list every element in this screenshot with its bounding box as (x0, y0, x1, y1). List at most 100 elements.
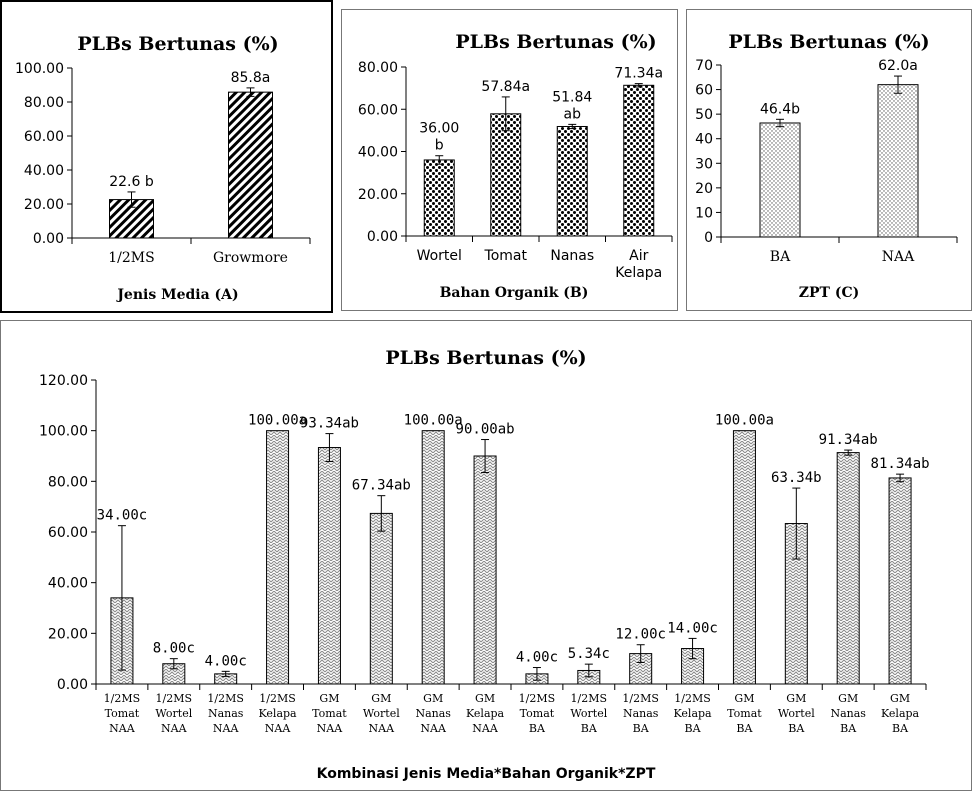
category-label: Nanas (830, 707, 866, 720)
bar (490, 113, 522, 237)
x-axis-title: Bahan Organik (B) (440, 285, 589, 301)
category-label: NAA (161, 722, 188, 735)
bar (556, 125, 588, 237)
data-label: 57.84a (481, 79, 530, 95)
category-label: BA (770, 249, 791, 265)
category-label: Wortel (778, 707, 815, 720)
data-label: 8.00c (153, 641, 195, 657)
data-label: b (435, 138, 444, 154)
y-tick-label: 0 (704, 230, 713, 246)
category-label: GM (319, 692, 339, 705)
category-label: Growmore (213, 250, 288, 266)
category-label: Tomat (484, 248, 528, 264)
category-label: Wortel (570, 707, 607, 720)
data-label: 5.34c (568, 646, 610, 662)
y-tick-label: 40.00 (358, 145, 398, 161)
bar (317, 447, 341, 685)
data-label: 85.8a (231, 70, 271, 86)
data-label: 91.34ab (819, 432, 878, 448)
category-label: 1/2MS (104, 692, 141, 705)
category-label: Nanas (550, 248, 594, 264)
y-tick-label: 60.00 (48, 525, 88, 541)
category-label: BA (736, 722, 753, 735)
category-label: Kelapa (881, 707, 920, 720)
category-label: GM (786, 692, 806, 705)
bar (228, 91, 273, 239)
data-label: 67.34ab (352, 478, 411, 494)
category-label: GM (838, 692, 858, 705)
category-label: 1/2MS (674, 692, 711, 705)
y-tick-label: 120.00 (39, 373, 88, 389)
y-tick-label: 40.00 (48, 576, 88, 592)
y-tick-label: 80.00 (48, 474, 88, 490)
y-tick-label: 80.00 (24, 95, 64, 111)
chart-panel-zpt: PLBs Bertunas (%) 0 10 20 30 40 50 60 70 46.4b BA 6… (686, 9, 972, 311)
bar (266, 430, 290, 685)
category-label: Kelapa (674, 707, 713, 720)
data-label: 62.0a (878, 58, 918, 74)
category-label: NAA (109, 722, 136, 735)
category-label: BA (840, 722, 857, 735)
data-label: 14.00c (667, 620, 718, 636)
category-label: BA (892, 722, 909, 735)
data-label: 100.00a (715, 413, 774, 429)
y-tick-label: 10 (695, 205, 713, 221)
y-tick-label: 0.00 (367, 229, 398, 245)
category-label: GM (734, 692, 754, 705)
y-tick-label: 40.00 (24, 163, 64, 179)
category-label: NAA (369, 722, 396, 735)
category-label: 1/2MS (622, 692, 659, 705)
category-label: NAA (882, 249, 915, 265)
chart-title: PLBs Bertunas (%) (385, 347, 586, 369)
data-label: 81.34ab (871, 456, 930, 472)
bar (423, 159, 455, 237)
y-tick-label: 100.00 (39, 424, 88, 440)
bar (369, 512, 393, 685)
category-label: GM (371, 692, 391, 705)
category-label: BA (581, 722, 598, 735)
chart-title: PLBs Bertunas (%) (77, 33, 278, 55)
bar (623, 84, 655, 237)
category-label: Kelapa (615, 265, 662, 281)
chart-panel-kombinasi: PLBs Bertunas (%) 0.00 20.00 40.00 60.00 80.0… (0, 320, 972, 791)
category-label: 1/2MS (519, 692, 556, 705)
y-tick-label: 0.00 (33, 231, 64, 247)
data-label: 51.84 (552, 89, 592, 105)
data-label: 93.34ab (300, 416, 359, 432)
y-tick-label: 50 (695, 107, 713, 123)
category-label: Kelapa (466, 707, 505, 720)
category-label: Tomat (312, 707, 347, 720)
category-label: NAA (265, 722, 292, 735)
chart-panel-media: PLBs Bertunas (%) 0.00 20.00 40.00 60.00 80.0… (0, 0, 333, 313)
y-tick-label: 0.00 (57, 677, 88, 693)
chart-media-svg: PLBs Bertunas (%) 0.00 20.00 40.00 60.00 80.0… (15, 33, 311, 303)
data-label: 22.6 b (109, 174, 154, 190)
chart-kombinasi-svg: PLBs Bertunas (%) 0.00 20.00 40.00 60.00 80.0… (39, 347, 930, 782)
y-tick-label: 20.00 (24, 197, 64, 213)
x-axis-title: Jenis Media (A) (115, 287, 238, 303)
y-tick-label: 100.00 (15, 61, 64, 77)
category-label: Nanas (623, 707, 659, 720)
category-label: BA (788, 722, 805, 735)
category-label: 1/2MS (571, 692, 608, 705)
data-label: 12.00c (615, 627, 666, 643)
bar (877, 84, 919, 238)
y-tick-label: 60 (695, 83, 713, 99)
category-label: Wortel (363, 707, 400, 720)
category-label: Nanas (415, 707, 451, 720)
category-label: NAA (213, 722, 240, 735)
y-tick-label: 80.00 (358, 60, 398, 76)
data-label: 63.34b (771, 470, 822, 486)
category-label: Tomat (727, 707, 762, 720)
bar (888, 477, 912, 685)
data-label: 46.4b (760, 101, 800, 117)
category-label: 1/2MS (108, 250, 154, 266)
category-label: Tomat (520, 707, 555, 720)
category-label: Wortel (417, 248, 462, 264)
x-axis-title: Kombinasi Jenis Media*Bahan Organik*ZPT (317, 766, 656, 782)
category-label: BA (685, 722, 702, 735)
category-label: GM (890, 692, 910, 705)
category-label: Tomat (105, 707, 140, 720)
bar (759, 122, 801, 238)
category-label: GM (423, 692, 443, 705)
